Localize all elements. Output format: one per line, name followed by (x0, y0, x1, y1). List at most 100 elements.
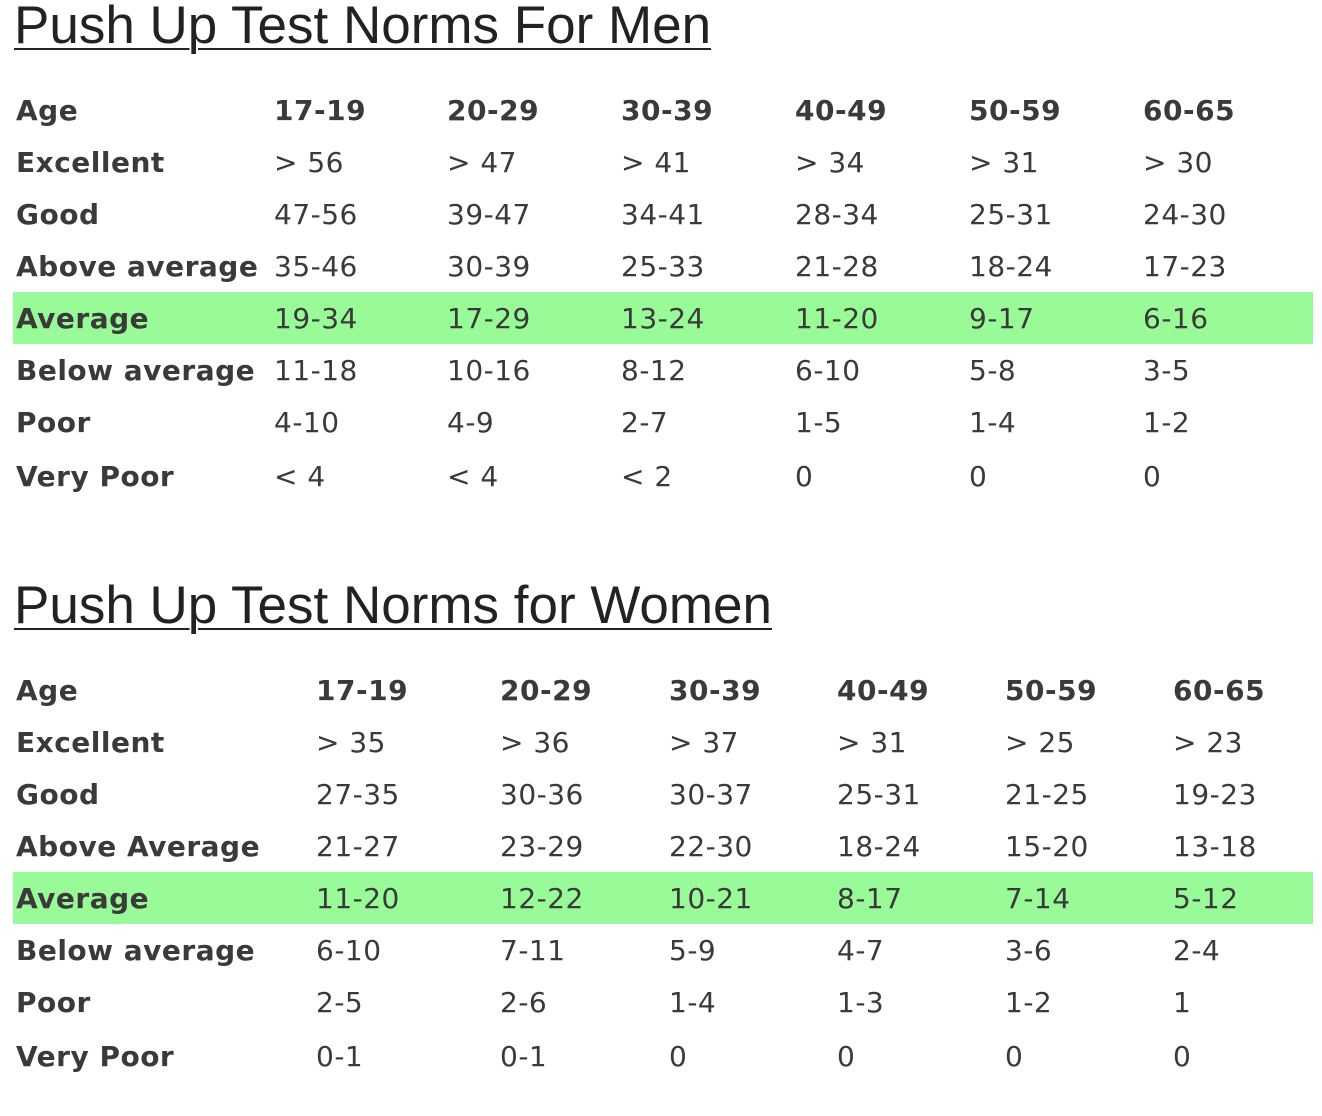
row-label: Below average (16, 353, 256, 387)
age-group-header: 40-49 (837, 673, 930, 707)
table-cell: 0 (969, 459, 988, 493)
table-cell: 5-9 (669, 933, 717, 967)
age-group-header: 40-49 (795, 93, 888, 127)
age-group-header: 30-39 (621, 93, 714, 127)
age-header-row: Age 17-19 20-29 30-39 40-49 50-59 60-65 (13, 664, 1313, 716)
age-group-header: 50-59 (969, 93, 1062, 127)
table-cell: 7-14 (1002, 872, 1170, 924)
table-cell: 10-16 (447, 353, 531, 387)
table-cell: 35-46 (274, 249, 358, 283)
row-label: Good (16, 777, 100, 811)
table-cell: 4-9 (447, 405, 495, 439)
table-row-average-highlighted: Average 19-34 17-29 13-24 11-20 9-17 6-1… (13, 292, 1313, 344)
table-cell: 28-34 (795, 197, 879, 231)
table-row-average-highlighted: Average 11-20 12-22 10-21 8-17 7-14 5-12 (13, 872, 1313, 924)
table-cell: 21-28 (795, 249, 879, 283)
age-header-label: Age (16, 93, 79, 127)
row-label: Average (13, 292, 271, 344)
age-group-header: 17-19 (274, 93, 367, 127)
row-label: Above average (16, 249, 259, 283)
table-cell: 21-27 (316, 829, 400, 863)
table-cell: 8-17 (834, 872, 1002, 924)
age-group-header: 20-29 (447, 93, 540, 127)
table-cell: > 31 (837, 725, 907, 759)
men-norms-table: Age 17-19 20-29 30-39 40-49 50-59 60-65 … (13, 84, 1313, 504)
table-cell: 34-41 (621, 197, 705, 231)
table-cell: 17-29 (444, 292, 618, 344)
row-label: Poor (16, 405, 91, 439)
table-row-above-average: Above average 35-46 30-39 25-33 21-28 18… (13, 240, 1313, 292)
table-cell: < 4 (274, 459, 326, 493)
table-cell: 18-24 (837, 829, 921, 863)
table-row-excellent: Excellent > 56 > 47 > 41 > 34 > 31 > 30 (13, 136, 1313, 188)
table-row-poor: Poor 2-5 2-6 1-4 1-3 1-2 1 (13, 976, 1313, 1028)
table-cell: > 37 (669, 725, 739, 759)
row-label: Good (16, 197, 100, 231)
table-cell: 30-37 (669, 777, 753, 811)
table-cell: 1 (1173, 985, 1192, 1019)
table-cell: > 30 (1143, 145, 1213, 179)
table-cell: > 47 (447, 145, 517, 179)
table-cell: 30-36 (500, 777, 584, 811)
table-cell: 3-6 (1005, 933, 1053, 967)
age-group-header: 17-19 (316, 673, 409, 707)
age-group-header: 60-65 (1173, 673, 1266, 707)
table-cell: > 34 (795, 145, 865, 179)
row-label: Average (13, 872, 313, 924)
table-cell: 7-11 (500, 933, 566, 967)
row-label: Above Average (16, 829, 261, 863)
table-cell: 30-39 (447, 249, 531, 283)
table-cell: 47-56 (274, 197, 358, 231)
row-label: Below average (16, 933, 256, 967)
table-cell: > 31 (969, 145, 1039, 179)
table-cell: 6-10 (316, 933, 382, 967)
table-cell: < 4 (447, 459, 499, 493)
table-cell: 25-31 (969, 197, 1053, 231)
table-cell: 2-4 (1173, 933, 1221, 967)
table-row-good: Good 27-35 30-36 30-37 25-31 21-25 19-23 (13, 768, 1313, 820)
table-cell: 19-23 (1173, 777, 1257, 811)
table-cell: > 25 (1005, 725, 1075, 759)
table-cell: 11-20 (792, 292, 966, 344)
table-row-very-poor: Very Poor < 4 < 4 < 2 0 0 0 (13, 448, 1313, 504)
table-cell: 0 (795, 459, 814, 493)
table-row-poor: Poor 4-10 4-9 2-7 1-5 1-4 1-2 (13, 396, 1313, 448)
table-cell: 1-4 (669, 985, 717, 1019)
age-group-header: 60-65 (1143, 93, 1236, 127)
table-cell: 10-21 (666, 872, 834, 924)
age-group-header: 50-59 (1005, 673, 1098, 707)
table-cell: 18-24 (969, 249, 1053, 283)
table-cell: 13-18 (1173, 829, 1257, 863)
row-label: Poor (16, 985, 91, 1019)
table-cell: > 35 (316, 725, 386, 759)
men-table-title: Push Up Test Norms For Men (14, 0, 712, 55)
table-cell: 1-5 (795, 405, 843, 439)
women-table-title: Push Up Test Norms for Women (14, 576, 772, 635)
table-cell: 1-3 (837, 985, 885, 1019)
table-row-below-average: Below average 11-18 10-16 8-12 6-10 5-8 … (13, 344, 1313, 396)
row-label: Excellent (16, 725, 165, 759)
table-cell: 9-17 (966, 292, 1140, 344)
table-cell: 0 (1005, 1039, 1024, 1073)
age-group-header: 30-39 (669, 673, 762, 707)
women-norms-table: Age 17-19 20-29 30-39 40-49 50-59 60-65 … (13, 664, 1313, 1084)
table-cell: 8-12 (621, 353, 687, 387)
table-row-good: Good 47-56 39-47 34-41 28-34 25-31 24-30 (13, 188, 1313, 240)
table-cell: 0 (669, 1039, 688, 1073)
table-cell: 13-24 (618, 292, 792, 344)
table-cell: 2-6 (500, 985, 548, 1019)
row-label: Excellent (16, 145, 165, 179)
table-cell: 4-7 (837, 933, 885, 967)
table-cell: 21-25 (1005, 777, 1089, 811)
row-label: Very Poor (16, 1039, 175, 1073)
table-cell: 1-4 (969, 405, 1017, 439)
table-cell: 2-5 (316, 985, 364, 1019)
table-row-below-average: Below average 6-10 7-11 5-9 4-7 3-6 2-4 (13, 924, 1313, 976)
row-label: Very Poor (16, 459, 175, 493)
table-cell: 39-47 (447, 197, 531, 231)
table-cell: 1-2 (1005, 985, 1053, 1019)
table-cell: 12-22 (497, 872, 666, 924)
table-cell: 11-20 (313, 872, 497, 924)
table-cell: 24-30 (1143, 197, 1227, 231)
table-cell: 0 (837, 1039, 856, 1073)
